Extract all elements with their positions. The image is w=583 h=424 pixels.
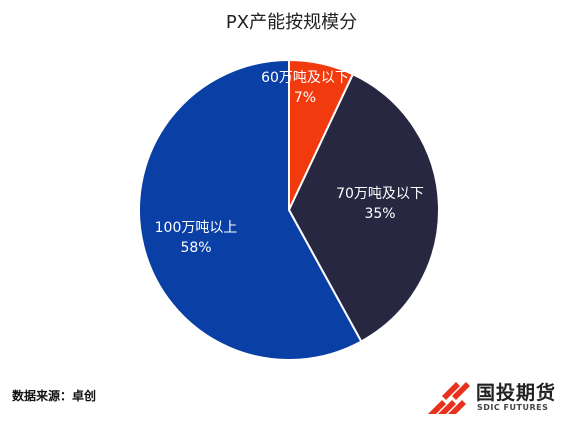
slice-label-2: 70万吨及以下 — [336, 186, 424, 202]
data-source: 数据来源：卓创 — [12, 389, 97, 403]
pie-slice-3 — [138, 58, 363, 361]
logo-name: 国投期货 — [476, 382, 557, 404]
logo-mark-icon — [428, 382, 470, 414]
slice-label-3: 100万吨以上 — [155, 220, 238, 236]
slice-label-1: 60万吨及以下 — [261, 70, 349, 86]
chart-title: PX产能按规模分 — [225, 12, 358, 33]
slice-percent-3: 58% — [180, 240, 211, 256]
slice-percent-1: 7% — [294, 90, 316, 106]
logo-subtitle: SDIC FUTURES — [477, 403, 549, 412]
pie-slice-2 — [287, 72, 440, 343]
slice-percent-2: 35% — [364, 206, 395, 222]
sdic-futures-logo: 国投期货 SDIC FUTURES — [428, 378, 578, 418]
